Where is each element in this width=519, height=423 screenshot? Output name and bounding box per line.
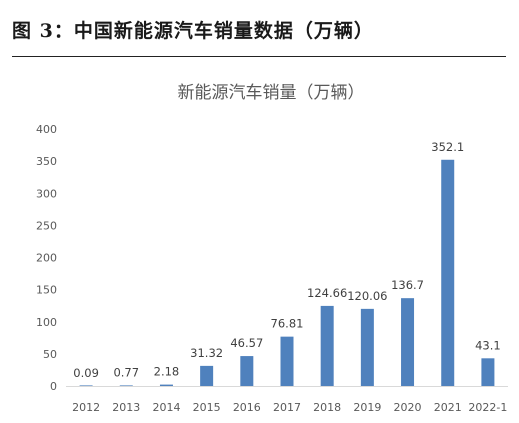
bar [79,385,93,386]
x-tick-label: 2013 [112,401,140,414]
data-label: 43.1 [475,338,501,352]
y-axis: 0 50 100 150 200 250 300 350 400 [36,123,57,393]
y-tick-label: 350 [36,155,57,168]
data-label: 136.7 [391,278,424,292]
x-tick-label: 2020 [394,401,422,414]
x-tick-label: 2016 [233,401,261,414]
bar [119,385,133,386]
x-tick-label: 2015 [193,401,221,414]
y-tick-label: 0 [50,380,57,393]
figure-caption: 图 3：中国新能源汽车销量数据（万辆） [12,20,374,42]
bar [320,305,334,386]
x-tick-label: 2019 [353,401,381,414]
data-label: 0.77 [113,366,139,380]
data-label: 46.57 [230,336,263,350]
data-label: 120.06 [347,289,387,303]
data-label: 124.66 [307,286,347,300]
bar [240,356,254,386]
data-label: 0.09 [73,366,99,380]
data-label: 352.1 [431,140,464,154]
bar [401,298,415,386]
bar [360,308,374,386]
bar [481,358,495,386]
x-tick-label: 2018 [313,401,341,414]
data-labels: 0.09 0.77 2.18 31.32 46.57 76.81 124.66 120.06 1… [73,140,500,380]
x-tick-label: 2012 [72,401,100,414]
x-tick-label: 2014 [152,401,180,414]
bar-series [79,159,495,386]
bar [280,336,294,386]
bar [159,384,173,386]
x-tick-label: 2021 [434,401,462,414]
y-tick-label: 50 [43,348,57,361]
y-tick-label: 150 [36,284,57,297]
x-tick-label: 2017 [273,401,301,414]
y-tick-label: 200 [36,252,57,265]
y-tick-label: 300 [36,187,57,200]
y-tick-label: 400 [36,123,57,136]
caption-divider [12,56,506,57]
bar [200,365,214,386]
data-label: 31.32 [190,346,223,360]
data-label: 2.18 [154,365,180,379]
chart-title: 新能源汽车销量（万辆） [178,83,365,103]
y-tick-label: 100 [36,316,57,329]
data-label: 76.81 [271,317,304,331]
y-tick-label: 250 [36,219,57,232]
x-tick-label: 2022-1 [468,401,507,414]
bar [441,159,455,386]
x-axis: 2012 2013 2014 2015 2016 2017 2018 2019 2020 2021… [66,386,508,414]
